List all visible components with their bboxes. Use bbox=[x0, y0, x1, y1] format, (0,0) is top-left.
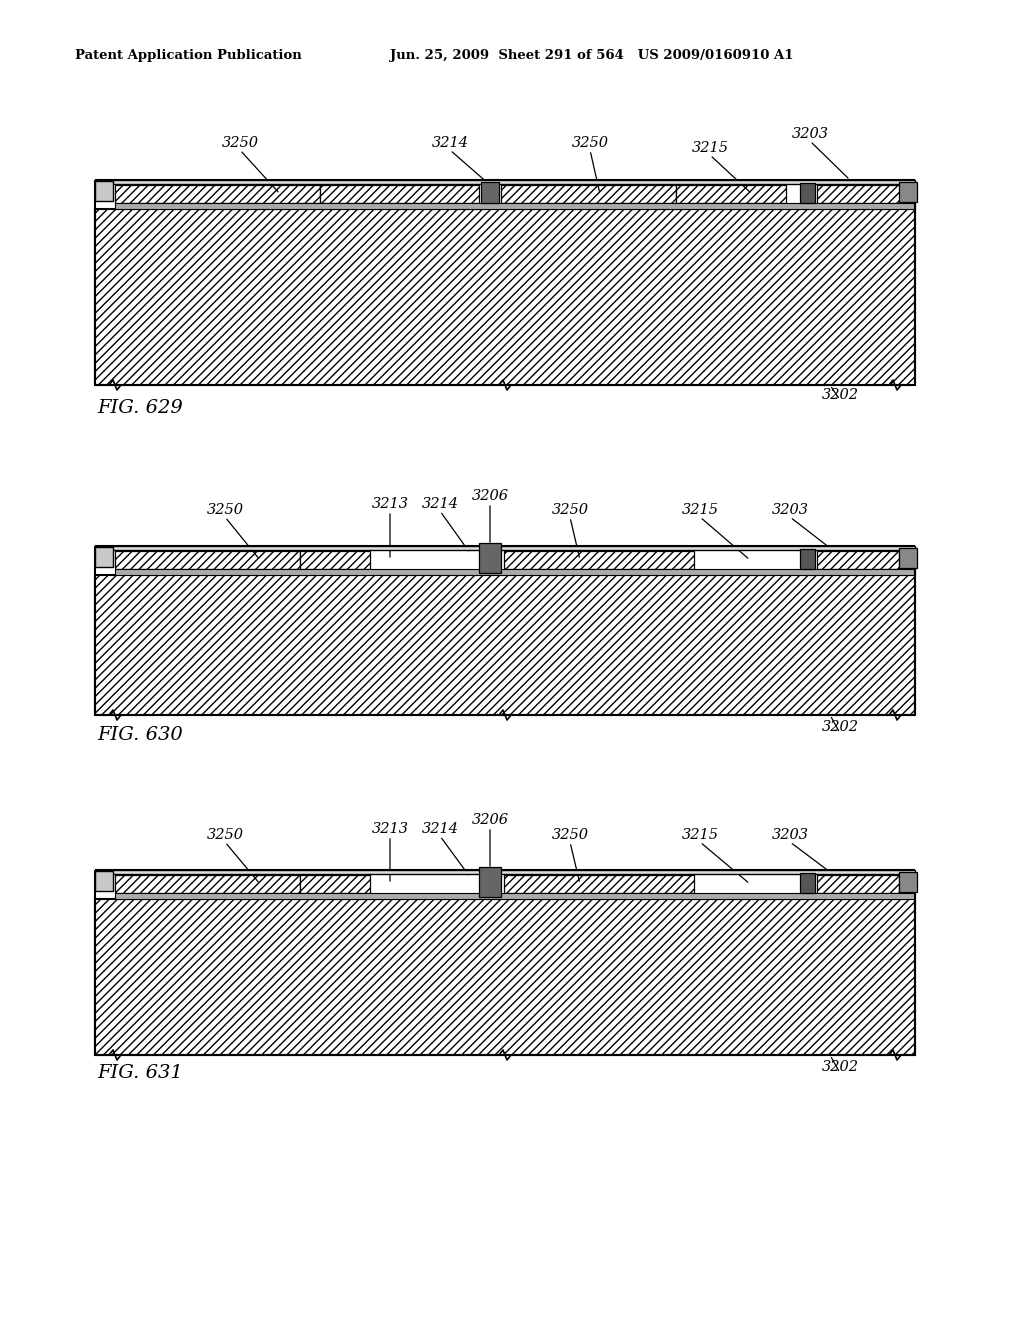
Text: 3250: 3250 bbox=[571, 136, 608, 150]
Bar bbox=[300, 875, 370, 894]
Bar bbox=[817, 550, 899, 569]
Text: 3214: 3214 bbox=[422, 498, 459, 511]
Bar bbox=[479, 867, 501, 898]
Text: 3206: 3206 bbox=[471, 813, 509, 828]
Text: 3215: 3215 bbox=[691, 141, 728, 154]
Text: 3213: 3213 bbox=[372, 822, 409, 836]
Text: FIG. 631: FIG. 631 bbox=[97, 1064, 182, 1082]
Bar bbox=[504, 550, 694, 569]
Bar bbox=[800, 549, 815, 569]
Text: 3203: 3203 bbox=[792, 127, 828, 141]
Text: 3203: 3203 bbox=[771, 503, 809, 517]
Bar bbox=[95, 546, 113, 568]
Text: FIG. 629: FIG. 629 bbox=[97, 399, 182, 417]
Bar bbox=[501, 185, 676, 203]
Text: Jun. 25, 2009  Sheet 291 of 564   US 2009/0160910 A1: Jun. 25, 2009 Sheet 291 of 564 US 2009/0… bbox=[390, 49, 794, 62]
Text: 3250: 3250 bbox=[552, 503, 589, 517]
Bar bbox=[800, 873, 815, 894]
Bar bbox=[899, 873, 918, 892]
Bar bbox=[115, 185, 319, 203]
Bar bbox=[817, 875, 899, 894]
Bar bbox=[899, 548, 918, 568]
Bar bbox=[300, 550, 370, 569]
Text: 3206: 3206 bbox=[471, 488, 509, 503]
Text: 3202: 3202 bbox=[821, 388, 858, 403]
Text: 3250: 3250 bbox=[207, 503, 244, 517]
Text: 3214: 3214 bbox=[422, 822, 459, 836]
Bar bbox=[115, 203, 915, 209]
Bar bbox=[95, 870, 915, 874]
Bar bbox=[95, 899, 915, 1055]
Bar bbox=[481, 182, 499, 203]
Text: 3202: 3202 bbox=[821, 1060, 858, 1074]
Text: 3213: 3213 bbox=[372, 498, 409, 511]
Text: Patent Application Publication: Patent Application Publication bbox=[75, 49, 302, 62]
Text: 3215: 3215 bbox=[682, 503, 719, 517]
Bar bbox=[95, 576, 915, 715]
Text: 3250: 3250 bbox=[207, 828, 244, 842]
Bar bbox=[319, 185, 479, 203]
Text: 3214: 3214 bbox=[431, 136, 469, 150]
Bar bbox=[817, 185, 915, 203]
Text: 3250: 3250 bbox=[552, 828, 589, 842]
Bar bbox=[899, 182, 918, 202]
Bar bbox=[95, 181, 113, 201]
Bar bbox=[95, 871, 113, 891]
Bar bbox=[115, 569, 915, 576]
Text: 3202: 3202 bbox=[821, 719, 858, 734]
Text: 3250: 3250 bbox=[221, 136, 258, 150]
Text: FIG. 630: FIG. 630 bbox=[97, 726, 182, 744]
Bar bbox=[676, 185, 786, 203]
Bar bbox=[504, 875, 694, 894]
Bar bbox=[95, 546, 915, 550]
Bar bbox=[115, 550, 300, 569]
Bar bbox=[95, 180, 915, 183]
Bar bbox=[800, 183, 815, 203]
Text: 3203: 3203 bbox=[771, 828, 809, 842]
Bar bbox=[479, 543, 501, 573]
Bar bbox=[115, 894, 915, 899]
Bar bbox=[115, 875, 300, 894]
Text: 3215: 3215 bbox=[682, 828, 719, 842]
Bar bbox=[95, 209, 915, 385]
